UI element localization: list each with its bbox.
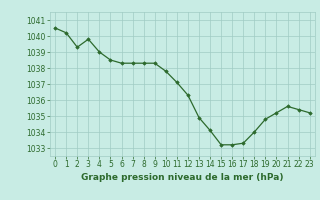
X-axis label: Graphe pression niveau de la mer (hPa): Graphe pression niveau de la mer (hPa) (81, 173, 284, 182)
